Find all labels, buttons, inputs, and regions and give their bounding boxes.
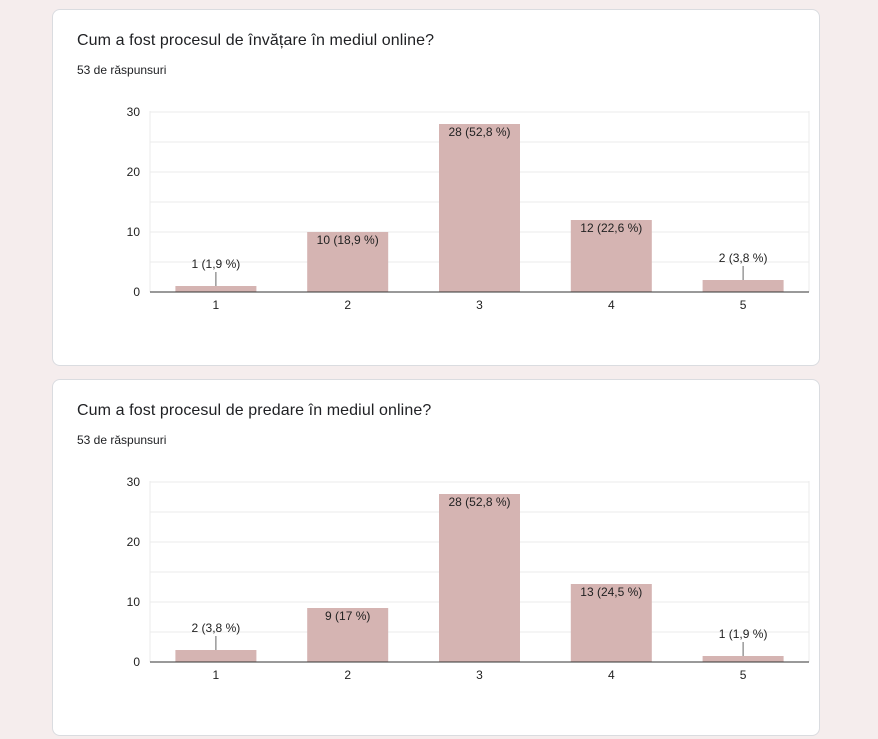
- y-tick-label: 20: [127, 535, 141, 549]
- bar-chart: 0 10 20 30 2 (3,8 %) 1 9 (17 %) 2 28 (52,8 %) 3 13…: [127, 475, 810, 682]
- data-label: 13 (24,5 %): [580, 585, 642, 599]
- x-tick-label: 5: [740, 668, 747, 682]
- data-label: 1 (1,9 %): [719, 627, 768, 641]
- bar: [570, 584, 652, 662]
- x-tick-label: 1: [213, 298, 220, 312]
- x-tick-label: 1: [213, 668, 220, 682]
- question-title: Cum a fost procesul de predare în mediul…: [77, 402, 432, 419]
- data-label: 2 (3,8 %): [719, 251, 768, 265]
- bar-chart: 0 10 20 30 1 (1,9 %) 1 10 (18,9 %) 2 28 (52,8 %)…: [127, 105, 810, 312]
- bar: [307, 608, 389, 662]
- question-card: Cum a fost procesul de învățare în mediu…: [52, 9, 820, 366]
- y-tick-label: 30: [127, 475, 141, 489]
- data-label: 2 (3,8 %): [192, 621, 241, 635]
- x-tick-label: 3: [476, 668, 483, 682]
- y-tick-label: 10: [127, 595, 141, 609]
- response-count: 53 de răspunsuri: [77, 433, 167, 447]
- x-tick-label: 3: [476, 298, 483, 312]
- bar: [439, 494, 520, 662]
- x-tick-label: 4: [608, 298, 615, 312]
- bar: [702, 280, 784, 292]
- y-tick-label: 0: [133, 285, 140, 299]
- x-tick-label: 2: [344, 298, 351, 312]
- data-label: 28 (52,8 %): [448, 125, 510, 139]
- x-tick-label: 2: [344, 668, 351, 682]
- bar: [702, 656, 784, 662]
- data-label: 9 (17 %): [325, 609, 370, 623]
- x-tick-label: 4: [608, 668, 615, 682]
- y-tick-label: 30: [127, 105, 141, 119]
- response-count: 53 de răspunsuri: [77, 63, 167, 77]
- bar: [175, 650, 257, 662]
- question-title: Cum a fost procesul de învățare în mediu…: [77, 32, 435, 49]
- y-tick-label: 10: [127, 225, 141, 239]
- data-label: 1 (1,9 %): [192, 257, 241, 271]
- y-tick-label: 20: [127, 165, 141, 179]
- data-label: 10 (18,9 %): [317, 233, 379, 247]
- data-label: 28 (52,8 %): [448, 495, 510, 509]
- data-label: 12 (22,6 %): [580, 221, 642, 235]
- bar: [439, 124, 520, 292]
- bar: [175, 286, 257, 292]
- bar: [307, 232, 389, 292]
- x-tick-label: 5: [740, 298, 747, 312]
- y-tick-label: 0: [133, 655, 140, 669]
- bar: [570, 220, 652, 292]
- question-card: Cum a fost procesul de predare în mediul…: [52, 379, 820, 736]
